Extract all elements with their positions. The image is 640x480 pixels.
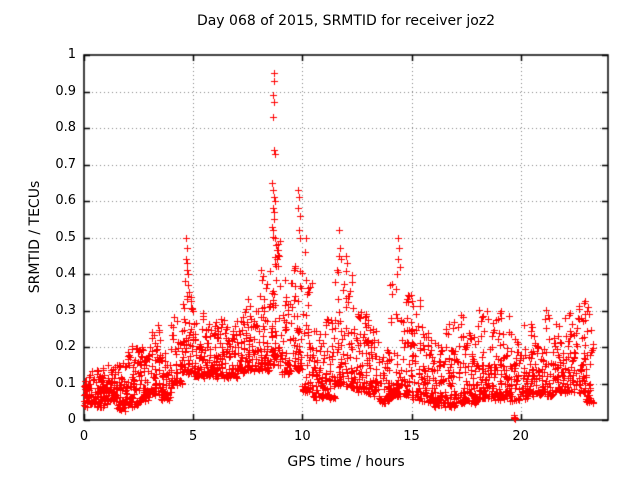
x-tick-label: 15 bbox=[403, 429, 420, 444]
x-tick-label: 0 bbox=[79, 429, 89, 444]
chart-title: Day 068 of 2015, SRMTID for receiver joz… bbox=[196, 13, 496, 29]
y-tick-label: 1 bbox=[67, 47, 76, 62]
x-axis-label: GPS time / hours bbox=[287, 454, 405, 470]
y-tick-label: 0.6 bbox=[55, 193, 76, 208]
y-tick-label: 0 bbox=[67, 412, 76, 427]
y-tick-label: 0.4 bbox=[55, 266, 76, 281]
x-tick-label: 20 bbox=[512, 429, 529, 444]
x-tick-label: 10 bbox=[294, 429, 311, 444]
y-tick-label: 0.9 bbox=[55, 83, 76, 99]
y-tick-label: 0.5 bbox=[55, 229, 76, 245]
y-tick-label: 0.3 bbox=[55, 302, 76, 318]
y-tick-label: 0.2 bbox=[55, 339, 76, 354]
x-tick-label: 5 bbox=[189, 429, 198, 444]
y-tick-label: 0.1 bbox=[55, 375, 76, 391]
y-tick-label: 0.7 bbox=[55, 156, 76, 172]
y-tick-label: 0.8 bbox=[55, 120, 76, 135]
